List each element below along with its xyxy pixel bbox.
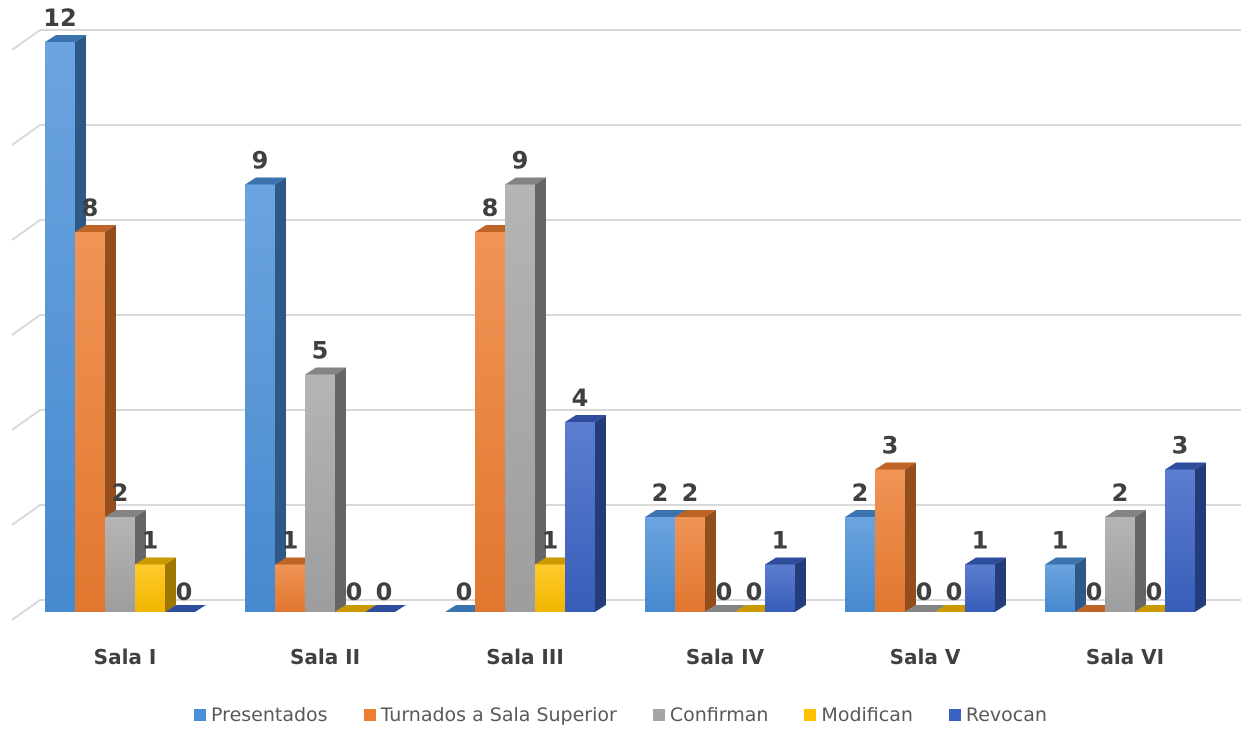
- legend-item: Confirman: [652, 704, 769, 726]
- data-label: 0: [716, 578, 733, 606]
- data-label: 1: [772, 527, 789, 555]
- legend-label: Confirman: [669, 704, 769, 726]
- data-label: 2: [1112, 479, 1129, 507]
- data-label: 0: [916, 578, 933, 606]
- gridline: [11, 29, 1241, 51]
- bar: [305, 367, 346, 612]
- data-label: 0: [376, 578, 393, 606]
- data-label: 3: [1172, 432, 1189, 460]
- data-label: 0: [176, 578, 193, 606]
- data-label: 1: [142, 527, 159, 555]
- data-label: 0: [1146, 578, 1163, 606]
- data-label: 0: [456, 578, 473, 606]
- gridline: [11, 504, 1241, 526]
- bar: [1045, 557, 1086, 612]
- data-label: 2: [682, 479, 699, 507]
- bar: [875, 462, 916, 612]
- legend-swatch: [804, 709, 817, 721]
- bar: [165, 605, 206, 612]
- category-label: Sala V: [890, 645, 961, 669]
- data-label: 8: [82, 194, 99, 222]
- legend-item: Modifican: [804, 704, 913, 726]
- data-label: 12: [43, 4, 76, 32]
- bar: [335, 605, 376, 612]
- gridline: [11, 409, 1241, 431]
- data-label: 3: [882, 432, 899, 460]
- data-label: 1: [1052, 527, 1069, 555]
- data-label: 0: [346, 578, 363, 606]
- legend-swatch: [194, 709, 207, 721]
- data-label: 0: [1086, 578, 1103, 606]
- gridline: [11, 599, 1241, 621]
- legend-label: Turnados a Sala Superior: [380, 704, 617, 726]
- legend-label: Revocan: [965, 704, 1047, 726]
- bar: [245, 177, 286, 612]
- legend-swatch: [948, 709, 961, 721]
- gridlines: [11, 29, 1241, 621]
- data-label: 9: [512, 147, 529, 175]
- data-label: 5: [312, 337, 329, 365]
- data-label: 2: [652, 479, 669, 507]
- category-labels: Sala I Sala II Sala III Sala IV Sala V Sala V…: [94, 645, 1164, 669]
- data-label: 2: [852, 479, 869, 507]
- data-label: 0: [946, 578, 963, 606]
- bar: [965, 557, 1006, 612]
- data-label: 0: [746, 578, 763, 606]
- legend: Presentados Turnados a Sala Superior Confi…: [0, 700, 1241, 730]
- data-label: 8: [482, 194, 499, 222]
- bar: [905, 605, 946, 612]
- legend-swatch: [363, 709, 376, 721]
- data-label: 1: [542, 527, 559, 555]
- category-label: Sala III: [486, 645, 564, 669]
- bar: [135, 557, 176, 612]
- data-label: 1: [972, 527, 989, 555]
- category-label: Sala I: [94, 645, 157, 669]
- bar: [1165, 462, 1206, 612]
- legend-item: Revocan: [948, 704, 1047, 726]
- data-label: 4: [572, 384, 589, 412]
- bar: [1105, 510, 1146, 612]
- bar: [565, 415, 606, 612]
- legend-label: Presentados: [211, 704, 328, 726]
- data-label: 2: [112, 479, 129, 507]
- category-label: Sala II: [290, 645, 360, 669]
- gridline: [11, 219, 1241, 241]
- category-label: Sala VI: [1086, 645, 1164, 669]
- bar: [765, 557, 806, 612]
- bar: [705, 605, 746, 612]
- bar: [505, 177, 546, 612]
- bars: [45, 35, 1206, 612]
- bar: [365, 605, 406, 612]
- gridline: [11, 124, 1241, 146]
- bar: [675, 510, 716, 612]
- legend-swatch: [652, 709, 665, 721]
- category-label: Sala IV: [686, 645, 765, 669]
- legend-item: Presentados: [194, 704, 328, 726]
- gridline: [11, 314, 1241, 336]
- data-label: 1: [282, 527, 299, 555]
- legend-item: Turnados a Sala Superior: [363, 704, 617, 726]
- data-label: 9: [252, 147, 269, 175]
- legend-label: Modifican: [821, 704, 913, 726]
